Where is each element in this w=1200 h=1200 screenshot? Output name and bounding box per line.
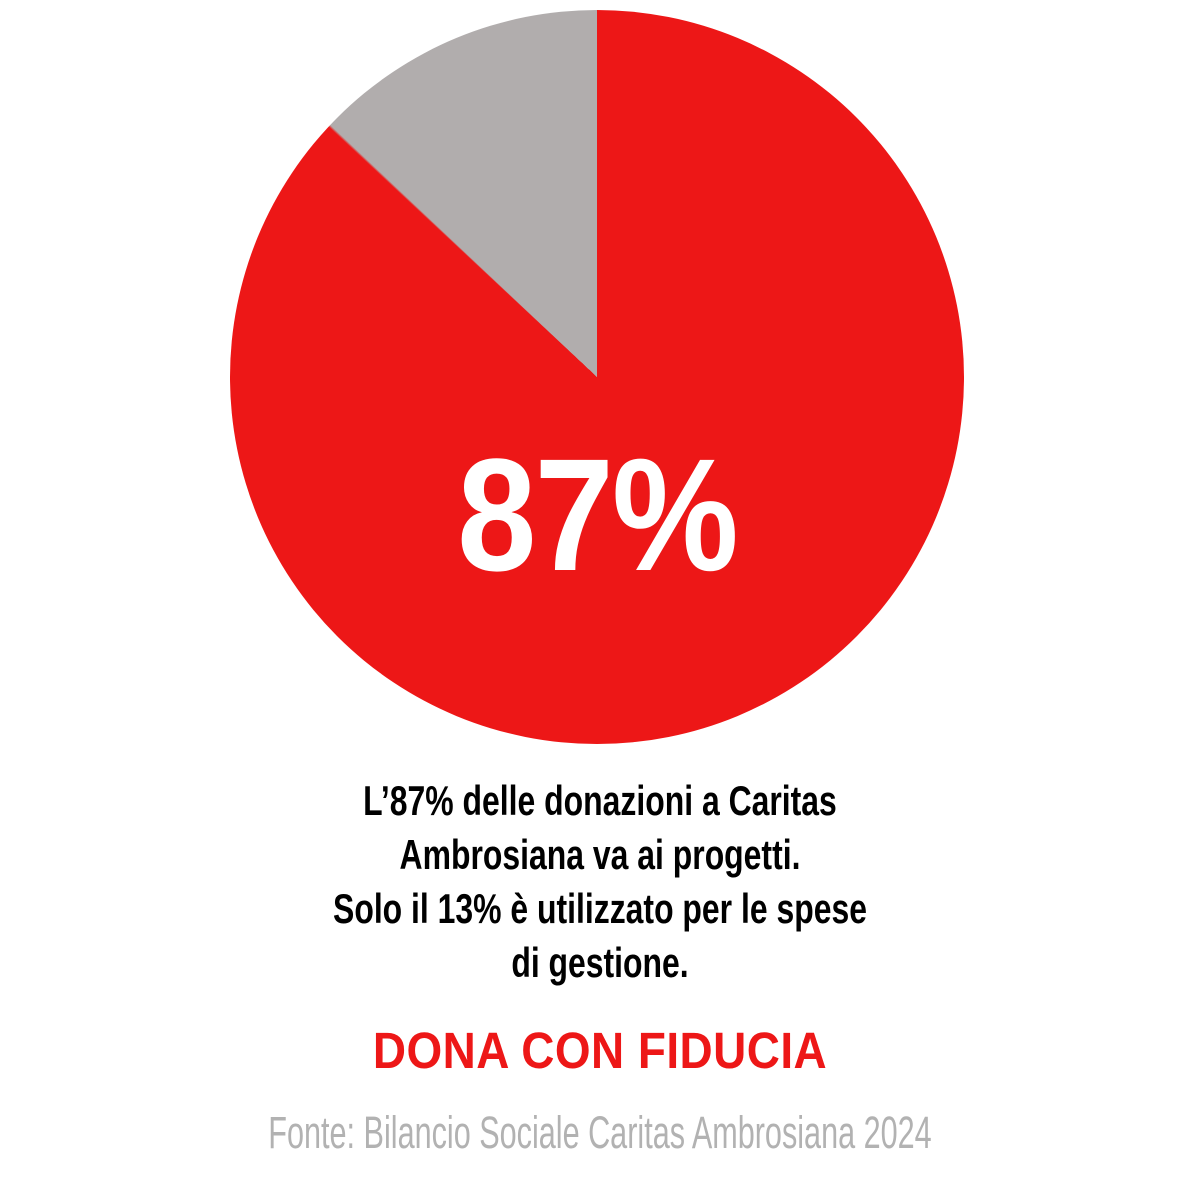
caption-line-3: Solo il 13% è utilizzato per le spese — [333, 885, 867, 932]
caption: L’87% delle donazioni a Caritas Ambrosia… — [144, 774, 1056, 990]
pie-chart: 87% — [230, 10, 964, 744]
cta-text: DONA CON FIDUCIA — [372, 1022, 828, 1079]
source-text: Fonte: Bilancio Sociale Caritas Ambrosia… — [268, 1107, 932, 1158]
caption-line-4: di gestione. — [511, 939, 689, 986]
pie-center-label: 87% — [457, 424, 738, 604]
caption-line-2: Ambrosiana va ai progetti. — [399, 831, 801, 878]
caption-line-1: L’87% delle donazioni a Caritas — [363, 777, 837, 824]
